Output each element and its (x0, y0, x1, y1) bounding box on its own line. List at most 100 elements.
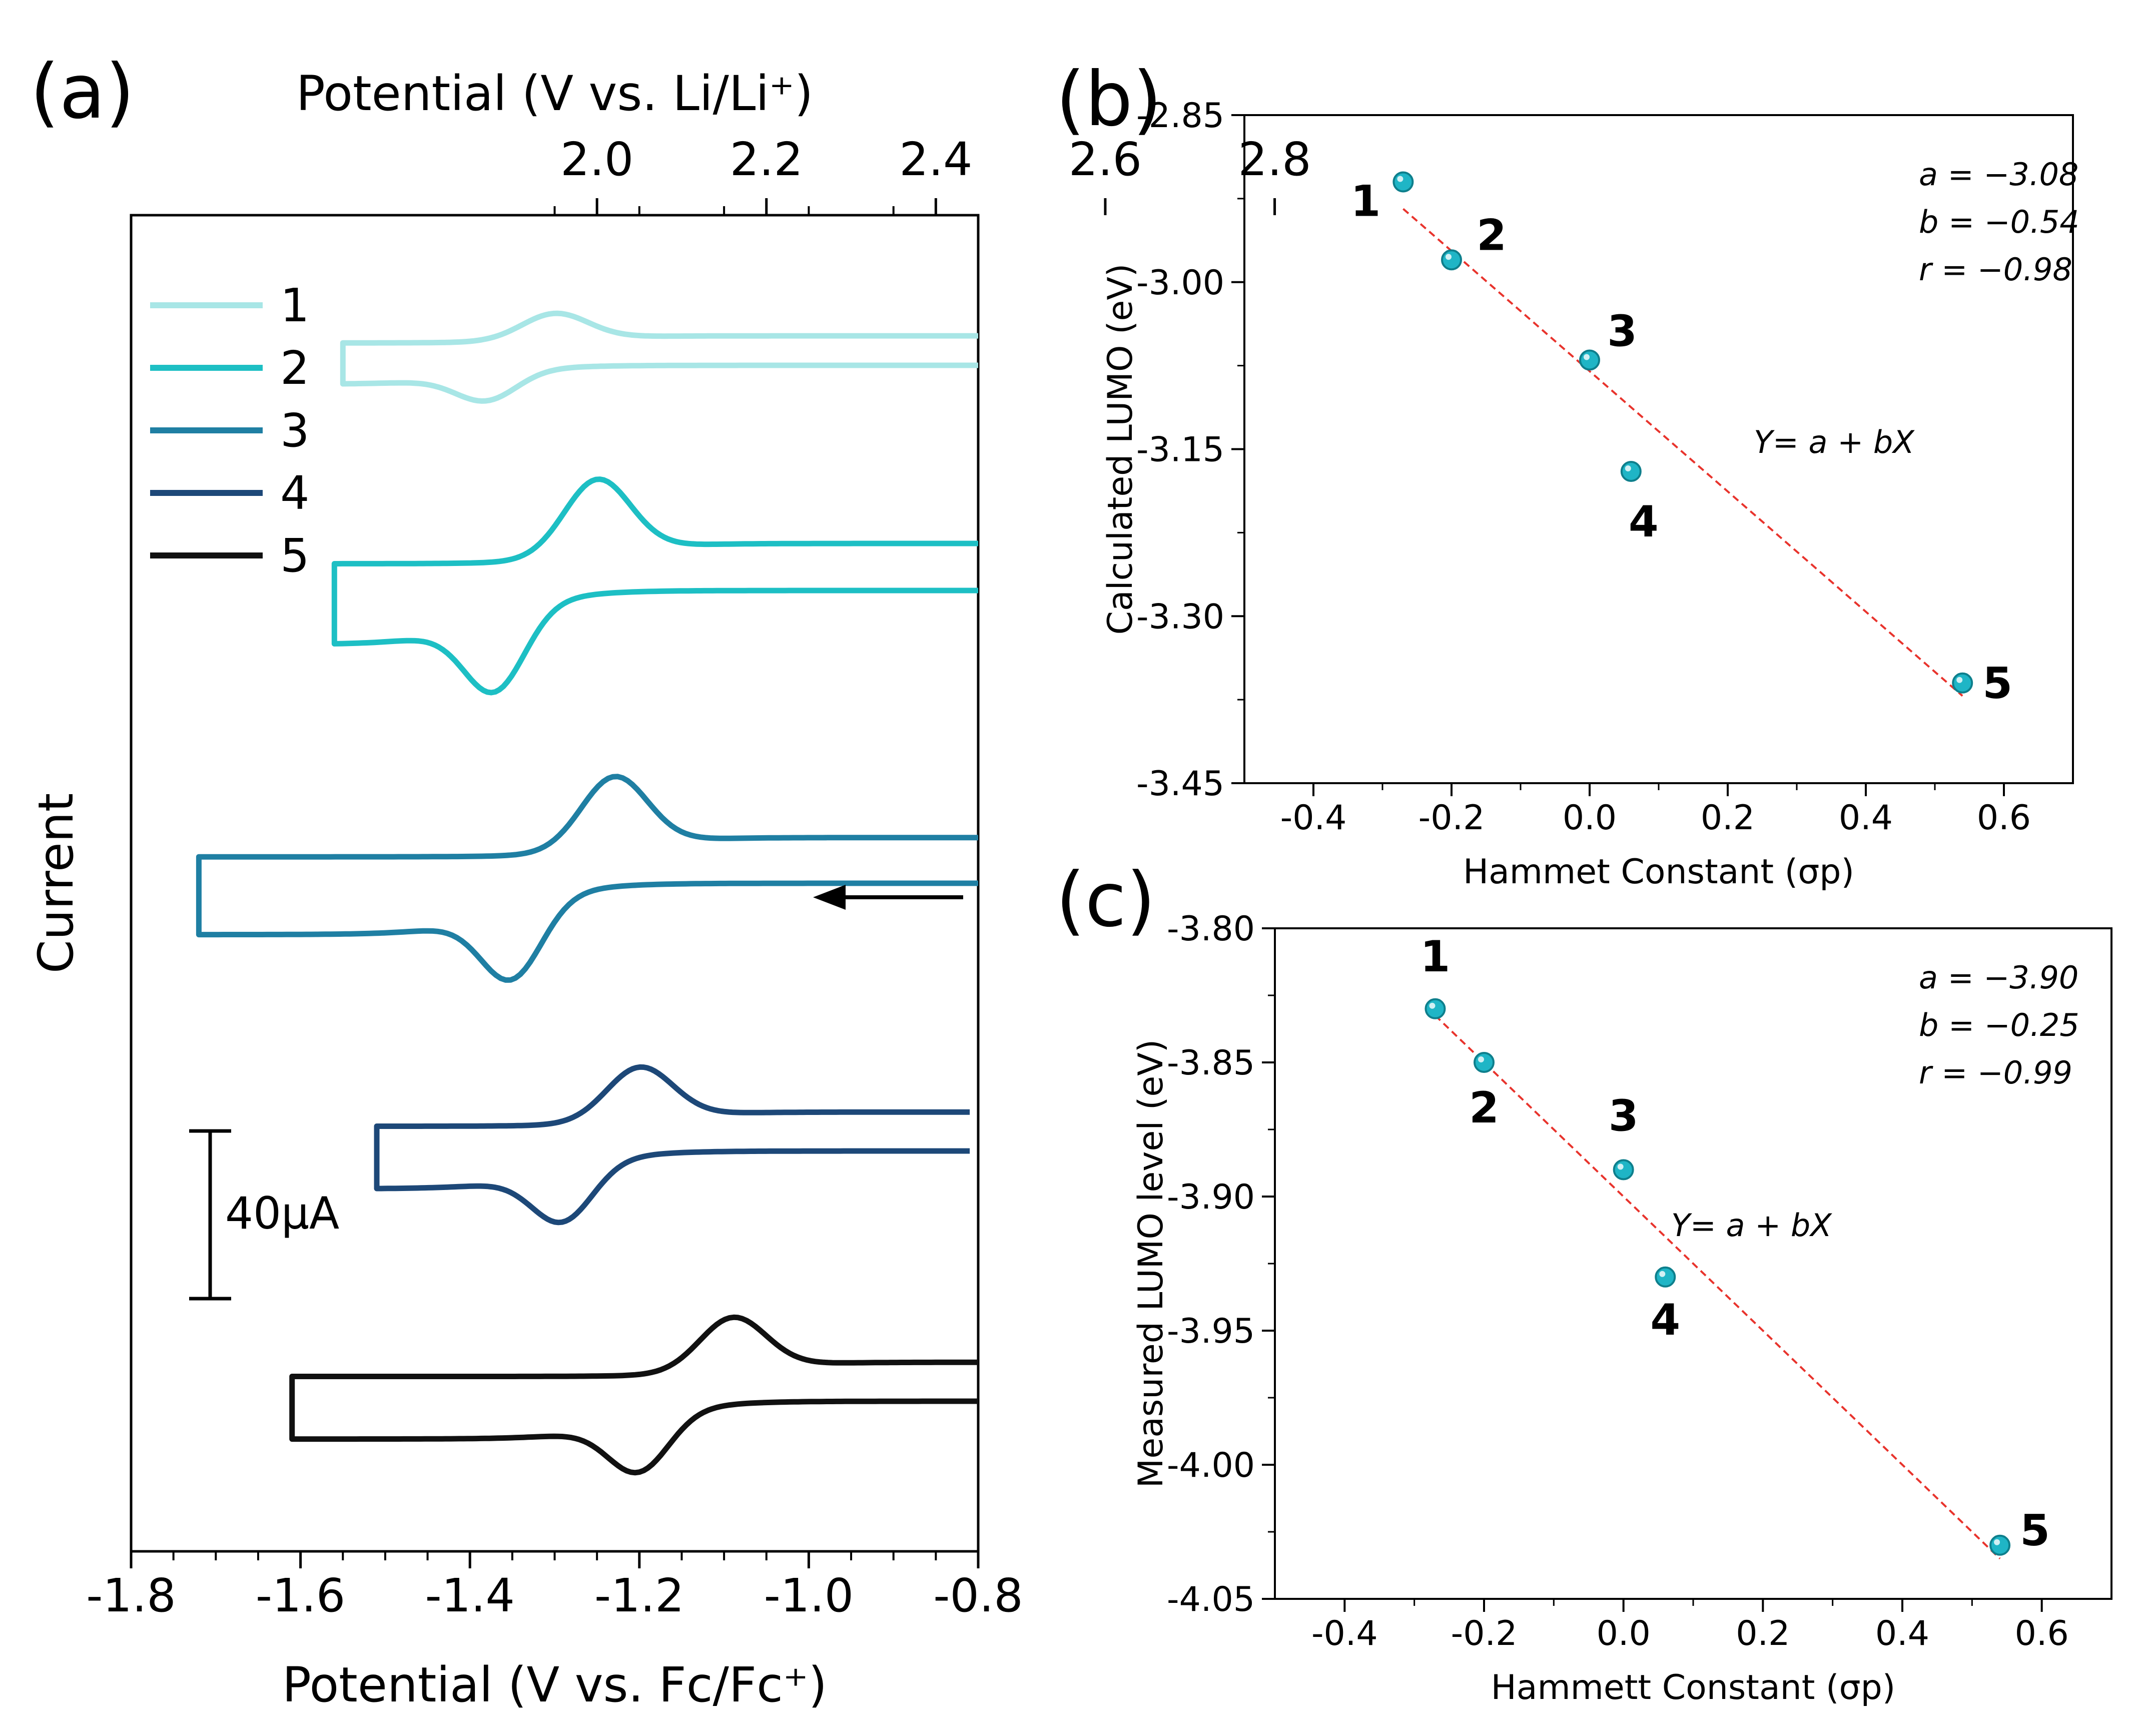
y-tick-label: -3.00 (1136, 263, 1224, 303)
cv-trace-5 (289, 1314, 979, 1476)
x-tick-label: -0.2 (1418, 798, 1485, 838)
y-tick-label: -2.85 (1136, 96, 1224, 136)
y-axis-title: Measured LUMO level (eV) (1131, 1039, 1171, 1488)
point-label-3: 3 (1609, 1091, 1639, 1141)
scan-arrow-head (813, 885, 846, 910)
x-tick-label: -1.6 (256, 1569, 346, 1622)
y-axis-title: Current (28, 793, 84, 974)
legend-label-1: 1 (280, 279, 310, 332)
point-label-1: 1 (1420, 932, 1451, 982)
data-point-3 (1579, 349, 1600, 371)
panel-b-calculated-lumo-plot: (b) -0.4 -0.2 0.0 0.2 0.4 0.6 Hammet Constant (… (1056, 56, 2079, 892)
data-point-highlight (1397, 176, 1403, 182)
x-tick-label: 0.2 (1701, 798, 1755, 838)
panel-c-measured-lumo-plot: (c) -0.4 -0.2 0.0 0.2 0.4 0.6 Hammett Constant … (1056, 857, 2112, 1707)
data-point-highlight (1994, 1539, 2000, 1545)
x2-tick-label: 2.2 (730, 133, 803, 186)
x-tick-label: -1.4 (425, 1569, 515, 1622)
x-tick-label: 0.4 (1875, 1614, 1929, 1653)
x-tick-label: -1.0 (764, 1569, 854, 1622)
point-label-2: 2 (1469, 1083, 1499, 1133)
x-axis-title: Potential (V vs. Fc/Fc⁺) (282, 1657, 827, 1713)
data-point-highlight (1429, 1002, 1436, 1009)
legend-label-5: 5 (280, 529, 310, 583)
x2-tick-label: 2.8 (1238, 133, 1311, 186)
x-tick-label: 0.2 (1736, 1614, 1790, 1653)
cv-trace-1 (340, 310, 978, 404)
x-tick-label: 0.6 (2015, 1614, 2069, 1653)
data-point-5 (1952, 672, 1973, 694)
x-tick-label: 0.4 (1839, 798, 1893, 838)
x2-axis-title: Potential (V vs. Li/Li⁺) (296, 66, 813, 122)
y-tick-label: -3.15 (1136, 430, 1224, 470)
y-tick-label: -3.95 (1167, 1312, 1255, 1351)
fit-parameter: a = −3.90 (1919, 959, 2078, 996)
data-point-4 (1655, 1266, 1676, 1288)
x-axis-title: Hammet Constant (σp) (1463, 852, 1854, 892)
x-tick-label: 0.6 (1977, 798, 2031, 838)
point-label-3: 3 (1607, 307, 1637, 357)
data-point-3 (1613, 1159, 1634, 1181)
fit-parameter: r = −0.99 (1919, 1054, 2072, 1091)
data-point-highlight (1617, 1164, 1624, 1170)
data-point-2 (1474, 1052, 1495, 1073)
fit-equation: Y= a + bX (1754, 424, 1915, 460)
fit-line (1435, 1014, 2001, 1560)
y-tick-label: -3.80 (1167, 909, 1255, 949)
fit-line (1402, 208, 1963, 697)
point-label-5: 5 (1982, 659, 2012, 709)
fit-parameter: b = −0.54 (1919, 204, 2079, 240)
cv-trace-3 (196, 774, 978, 983)
fit-equation: Y= a + bX (1671, 1207, 1832, 1244)
data-point-highlight (1659, 1271, 1666, 1277)
legend-label-3: 3 (280, 404, 310, 457)
x2-tick-label: 2.0 (560, 133, 633, 186)
panel-label: (b) (1056, 56, 1162, 143)
data-point-5 (1989, 1534, 2011, 1556)
data-point-highlight (1478, 1056, 1484, 1062)
x-tick-label: -1.2 (594, 1569, 684, 1622)
cv-trace-2 (331, 476, 978, 696)
data-point-2 (1441, 249, 1462, 271)
fit-parameter: r = −0.98 (1919, 251, 2072, 288)
point-label-4: 4 (1629, 497, 1659, 547)
point-label-5: 5 (2020, 1506, 2050, 1556)
y-tick-label: -3.30 (1136, 597, 1224, 637)
y-tick-label: -4.05 (1167, 1580, 1255, 1619)
cv-trace-4 (374, 1064, 970, 1226)
x2-tick-label: 2.4 (899, 133, 972, 186)
data-point-1 (1425, 998, 1446, 1019)
data-point-highlight (1446, 254, 1452, 260)
point-label-4: 4 (1650, 1295, 1680, 1345)
x-tick-label: 0.0 (1597, 1614, 1651, 1653)
data-point-1 (1392, 171, 1414, 193)
x-tick-label: -0.4 (1280, 798, 1347, 838)
panel-label: (c) (1056, 857, 1156, 944)
y-tick-label: -3.90 (1167, 1178, 1255, 1217)
point-label-1: 1 (1350, 177, 1380, 227)
panel-label: (a) (30, 49, 135, 136)
data-point-highlight (1956, 677, 1963, 683)
x-tick-label: -0.4 (1311, 1614, 1378, 1653)
legend-label-2: 2 (280, 341, 310, 395)
data-point-4 (1620, 461, 1642, 482)
scale-bar-label: 40μA (225, 1188, 339, 1239)
y-tick-label: -3.45 (1136, 764, 1224, 804)
data-point-highlight (1625, 465, 1631, 471)
x2-tick-label: 2.6 (1069, 133, 1142, 186)
x-tick-label: -1.8 (86, 1569, 176, 1622)
x-tick-label: -0.2 (1451, 1614, 1518, 1653)
y-tick-label: -3.85 (1167, 1043, 1255, 1083)
fit-parameter: a = −3.08 (1919, 156, 2078, 193)
x-tick-label: 0.0 (1563, 798, 1617, 838)
x-tick-label: -0.8 (933, 1569, 1023, 1622)
fit-parameter: b = −0.25 (1919, 1007, 2079, 1043)
data-point-highlight (1584, 354, 1590, 360)
panel-a-cyclic-voltammogram: (a) -1.8 -1.6 -1.4 -1.2 -1.0 -0.8 Potential (V … (28, 49, 1311, 1713)
point-label-2: 2 (1477, 210, 1507, 260)
y-axis-title: Calculated LUMO (eV) (1101, 264, 1140, 635)
y-tick-label: -4.00 (1167, 1446, 1255, 1485)
x-axis-title: Hammett Constant (σp) (1491, 1668, 1896, 1707)
legend-label-4: 4 (280, 466, 310, 520)
